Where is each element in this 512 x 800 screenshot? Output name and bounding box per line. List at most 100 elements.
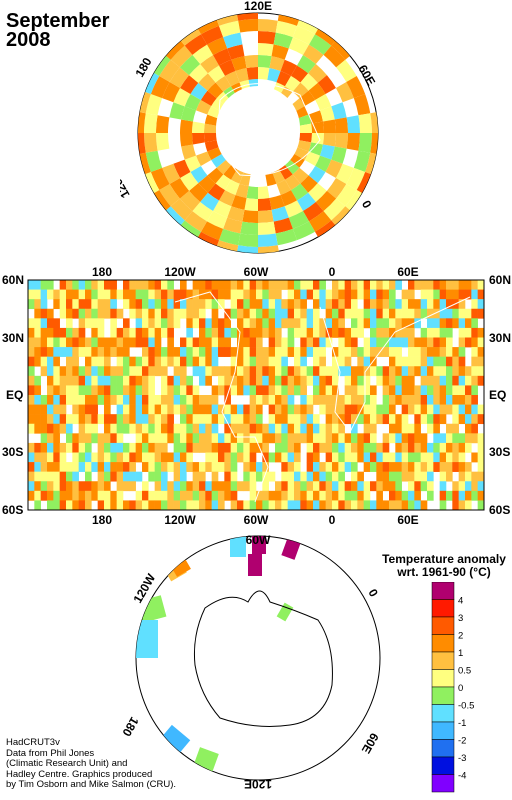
eq-cell [446,337,453,348]
north-cell [292,221,315,241]
eq-cell [192,280,200,290]
eq-cell [414,299,421,310]
eq-cell [154,471,162,482]
eq-cell [85,395,92,405]
eq-cell [154,395,162,405]
eq-cell [389,404,396,415]
eq-cell [104,366,111,377]
eq-cell [338,289,345,300]
eq-cell [135,289,143,300]
eq-cell [135,385,143,396]
eq-cell [66,471,73,482]
eq-cell [53,347,60,357]
eq-cell [161,490,168,501]
eq-cell [173,385,181,396]
north-cell [269,195,285,210]
eq-cell [256,308,263,319]
eq-cell [477,375,485,386]
north-cell [276,70,291,87]
eq-cell [477,462,485,472]
eq-cell [218,280,225,290]
eq-cell [268,490,276,501]
eq-cell [344,375,352,386]
eq-cell [401,452,409,463]
eq-cell [148,385,155,396]
eq-cell [161,481,168,492]
eq-cell [40,395,48,405]
eq-cell [332,442,339,453]
eq-cell [401,433,409,444]
eq-cell [262,423,269,434]
north-cell [216,159,232,175]
eq-cell [110,462,117,472]
north-cell [190,82,208,100]
eq-cell [53,404,60,415]
eq-cell [408,299,415,310]
north-cell [297,55,316,74]
eq-cell [376,471,383,482]
eq-cell [173,471,181,482]
eq-cell [395,481,402,492]
eq-cell [471,395,478,405]
eq-cell [433,414,440,425]
eq-cell [275,433,282,444]
eq-cell [211,395,219,405]
eq-cell [135,299,143,310]
north-cell [223,165,237,180]
eq-cell [370,318,377,329]
eq-cell [199,299,206,310]
eq-cell [439,452,447,463]
eq-cell [332,308,339,319]
eq-cell [66,347,73,357]
eq-cell [230,366,238,377]
eq-cell [363,404,371,415]
eq-cell [66,490,73,501]
eq-cell [148,347,155,357]
eq-cell [59,500,67,511]
eq-cell [243,471,250,482]
eq-cell [275,356,282,367]
north-cell [200,90,217,106]
eq-cell [135,366,143,377]
eq-cell [28,423,35,434]
eq-cell [363,337,371,348]
eq-cell [351,471,358,482]
eq-cell [420,375,428,386]
north-cell [207,65,225,83]
north-cell [236,245,258,253]
eq-cell [116,366,124,377]
eq-cell [173,442,181,453]
eq-cell [414,423,421,434]
eq-cell [471,318,478,329]
eq-cell [224,318,231,329]
eq-cell [53,414,60,425]
map-title: September 2008 [6,11,109,50]
eq-cell [28,347,35,357]
eq-cell [66,280,73,290]
eq-cell [275,366,282,377]
eq-cell [192,318,200,329]
eq-cell [382,500,390,511]
eq-cell [97,280,105,290]
eq-cell [78,481,86,492]
eq-cell [148,490,155,501]
eq-cell [332,490,339,501]
north-cell [258,43,274,57]
eq-cell [395,347,402,357]
eq-cell [129,327,136,338]
eq-cell [142,366,149,377]
eq-left-lat-eq: EQ [6,388,23,402]
eq-cell [306,433,314,444]
eq-cell [129,404,136,415]
eq-cell [186,337,193,348]
eq-cell [300,433,307,444]
eq-cell [281,318,288,329]
eq-cell [91,423,98,434]
eq-cell [262,395,269,405]
eq-cell [173,462,181,472]
eq-cell [458,414,466,425]
eq-cell [78,385,86,396]
eq-cell [325,500,333,511]
eq-cell [408,481,415,492]
eq-cell [471,423,478,434]
